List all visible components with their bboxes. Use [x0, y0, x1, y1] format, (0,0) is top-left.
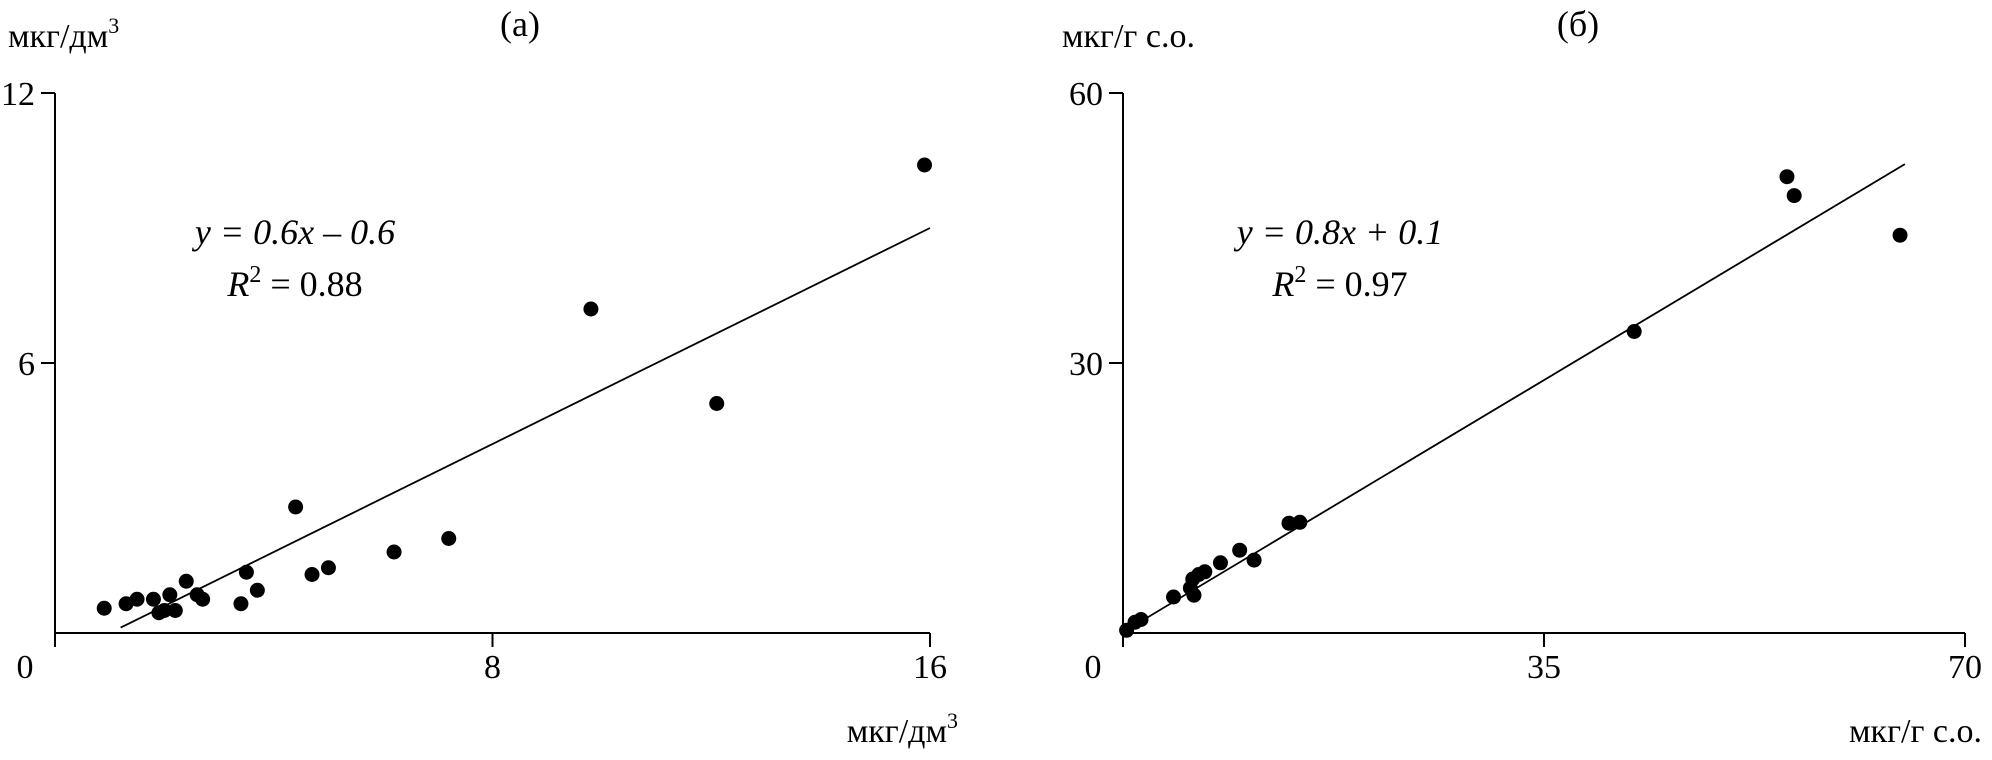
- panel-b-equation: y = 0.8x + 0.1: [1234, 212, 1444, 252]
- panel-b-ticks: 0 35 70 30 60: [1069, 76, 1982, 686]
- panel-a-data-point: [288, 499, 304, 515]
- panel-a-points: [96, 157, 933, 621]
- panel-b-r-squared: R2 = 0.97: [1271, 262, 1407, 304]
- panel-b-y-tick-label: 60: [1069, 76, 1103, 113]
- panel-b-label: (б): [1557, 4, 1599, 44]
- panel-a-data-point: [145, 591, 161, 607]
- panel-b-x-tick-label: 0: [1085, 649, 1102, 686]
- panel-a-data-point: [386, 544, 402, 560]
- panel-b-x-tick-label: 70: [1948, 649, 1982, 686]
- panel-a-data-point: [195, 591, 211, 607]
- panel-a-x-tick-label: 16: [913, 649, 947, 686]
- panel-b-data-point: [1186, 587, 1202, 603]
- panel-a-data-point: [233, 596, 249, 612]
- panel-b-x-axis-unit: мкг/г с.о.: [1849, 713, 1982, 750]
- panel-a-data-point: [249, 582, 265, 598]
- chart-panel-a: (a) мкг/дм3 мкг/дм3 0 8 16 6 12 y = 0.6x – 0…: [1, 4, 958, 750]
- panel-a-data-point: [709, 396, 725, 411]
- panel-b-data-point: [1133, 612, 1149, 627]
- panel-b-data-point: [1166, 589, 1182, 605]
- panel-a-r-squared: R2 = 0.88: [226, 262, 362, 304]
- panel-b-data-point: [1212, 555, 1228, 571]
- panel-a-y-tick-label: 6: [18, 346, 35, 383]
- panel-a-ticks: 0 8 16 6 12: [1, 76, 947, 686]
- panel-a-data-point: [441, 531, 457, 546]
- panel-a-data-point: [304, 567, 320, 582]
- panel-a-data-point: [238, 564, 254, 580]
- chart-panel-b: (б) мкг/г с.о. мкг/г с.о. 0 35 70 30 60 y = …: [1062, 4, 1982, 750]
- panel-a-data-point: [96, 600, 112, 616]
- panel-b-data-point: [1232, 542, 1248, 558]
- panel-b-x-tick-label: 35: [1527, 649, 1561, 686]
- panel-b-data-point: [1197, 564, 1213, 580]
- panel-a-label: (a): [500, 4, 540, 44]
- panel-a-data-point: [917, 157, 933, 173]
- panel-b-data-point: [1786, 188, 1802, 204]
- panel-b-y-tick-label: 30: [1069, 346, 1103, 383]
- panel-a-y-axis-unit: мкг/дм3: [8, 13, 119, 55]
- panel-a-data-point: [156, 603, 172, 618]
- panel-a-data-point: [583, 301, 599, 317]
- panel-b-data-point: [1626, 324, 1642, 339]
- panel-a-data-point: [129, 591, 145, 607]
- panel-a-data-point: [320, 560, 336, 576]
- panel-a-trendline: [120, 227, 931, 629]
- panel-a-data-point: [162, 587, 178, 603]
- panel-b-data-point: [1246, 552, 1262, 568]
- panel-a-data-point: [178, 573, 194, 589]
- panel-b-data-point: [1892, 227, 1908, 243]
- panel-b-y-axis-unit: мкг/г с.о.: [1062, 18, 1195, 55]
- panel-b-points: [1119, 169, 1908, 638]
- panel-a-equation: y = 0.6x – 0.6: [192, 212, 395, 252]
- panel-a-x-axis-unit: мкг/дм3: [847, 708, 958, 750]
- panel-a-y-tick-label: 12: [1, 76, 35, 113]
- panel-b-data-point: [1281, 515, 1297, 531]
- panel-b-data-point: [1779, 169, 1795, 185]
- panel-b-data-point: [1292, 514, 1308, 530]
- panel-a-x-tick-label: 0: [17, 649, 34, 686]
- panel-a-data-point: [167, 603, 183, 618]
- panel-a-x-tick-label: 8: [484, 649, 501, 686]
